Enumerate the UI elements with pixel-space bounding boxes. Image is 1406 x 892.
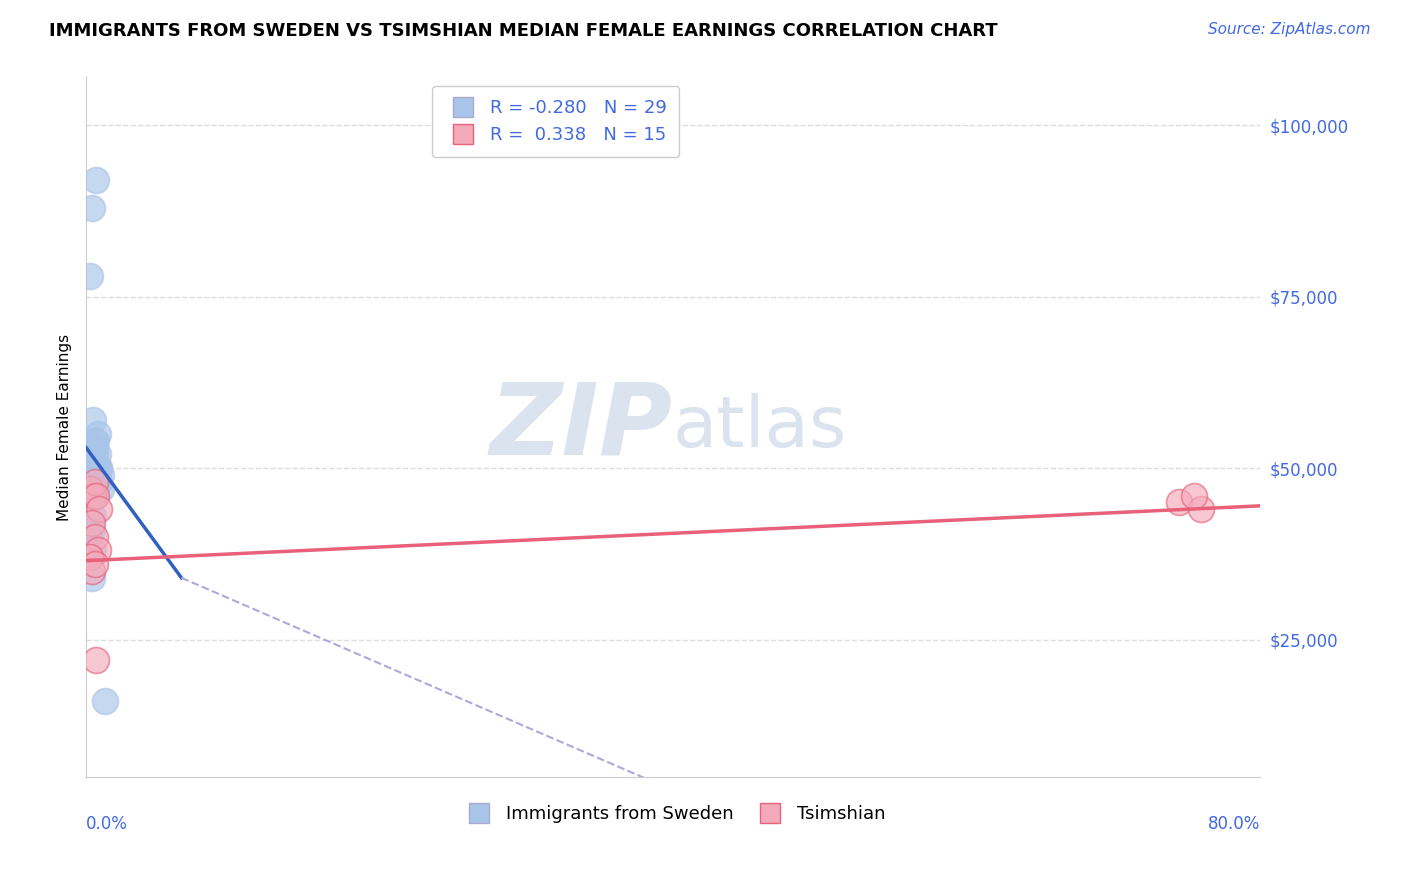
Point <box>87 426 110 441</box>
Text: Source: ZipAtlas.com: Source: ZipAtlas.com <box>1208 22 1371 37</box>
Point <box>86 434 108 448</box>
Point <box>79 447 101 461</box>
Point <box>87 461 110 475</box>
Legend: Immigrants from Sweden, Tsimshian: Immigrants from Sweden, Tsimshian <box>454 798 893 830</box>
Point <box>83 434 105 448</box>
Point <box>86 489 108 503</box>
Point <box>86 468 108 483</box>
Point <box>1189 502 1212 516</box>
Point <box>94 694 117 708</box>
Point <box>83 489 105 503</box>
Point <box>89 502 111 516</box>
Point <box>83 475 105 489</box>
Point <box>89 475 111 489</box>
Point <box>1168 495 1191 509</box>
Point <box>90 468 112 483</box>
Point <box>80 523 103 537</box>
Point <box>83 441 105 455</box>
Point <box>82 543 104 558</box>
Point <box>89 461 111 475</box>
Point <box>79 550 101 565</box>
Point <box>79 482 101 496</box>
Point <box>86 173 108 187</box>
Point <box>83 530 105 544</box>
Point <box>82 441 104 455</box>
Point <box>82 509 104 524</box>
Point <box>77 530 100 544</box>
Text: 80.0%: 80.0% <box>1208 815 1260 833</box>
Point <box>80 454 103 468</box>
Text: atlas: atlas <box>673 392 848 461</box>
Point <box>79 269 101 284</box>
Point <box>87 543 110 558</box>
Point <box>87 447 110 461</box>
Point <box>80 571 103 585</box>
Point <box>82 489 104 503</box>
Point <box>86 653 108 667</box>
Point <box>83 447 105 461</box>
Point <box>1182 489 1205 503</box>
Point <box>82 454 104 468</box>
Point <box>90 482 112 496</box>
Y-axis label: Median Female Earnings: Median Female Earnings <box>58 334 72 521</box>
Point <box>89 461 111 475</box>
Text: ZIP: ZIP <box>491 378 673 475</box>
Text: IMMIGRANTS FROM SWEDEN VS TSIMSHIAN MEDIAN FEMALE EARNINGS CORRELATION CHART: IMMIGRANTS FROM SWEDEN VS TSIMSHIAN MEDI… <box>49 22 998 40</box>
Point <box>82 413 104 427</box>
Point <box>80 201 103 215</box>
Text: 0.0%: 0.0% <box>86 815 128 833</box>
Point <box>80 516 103 530</box>
Point <box>79 550 101 565</box>
Point <box>83 557 105 571</box>
Point <box>80 564 103 578</box>
